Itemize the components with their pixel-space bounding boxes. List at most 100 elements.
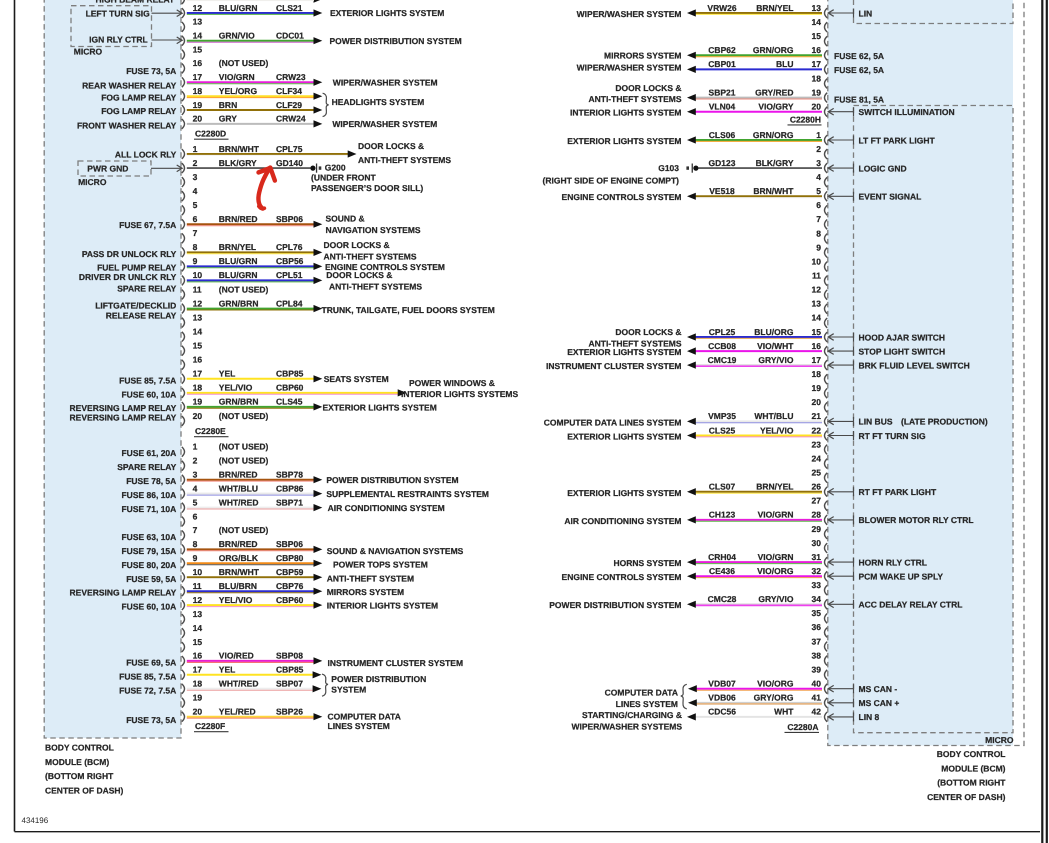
svg-text:27: 27 [812,496,822,506]
svg-text:BRN/WHT: BRN/WHT [219,567,260,577]
svg-text:ANTI-THEFT SYSTEMS: ANTI-THEFT SYSTEMS [588,94,681,104]
svg-text:25: 25 [812,468,822,478]
svg-text:SEATS SYSTEM: SEATS SYSTEM [324,374,389,384]
svg-text:BLU/ORG: BLU/ORG [754,327,794,337]
svg-text:AIR CONDITIONING SYSTEM: AIR CONDITIONING SYSTEM [328,503,445,513]
svg-text:POWER WINDOWS &: POWER WINDOWS & [409,378,495,388]
svg-text:14: 14 [812,17,822,27]
svg-text:FUSE 85, 7.5A: FUSE 85, 7.5A [119,376,176,386]
svg-text:PASSENGER’S DOOR SILL): PASSENGER’S DOOR SILL) [311,183,423,193]
svg-text:2: 2 [193,456,198,466]
svg-text:VE518: VE518 [709,186,735,196]
svg-text:ANTI-THEFT SYSTEMS: ANTI-THEFT SYSTEMS [329,281,422,291]
svg-text:5: 5 [193,497,198,507]
svg-text:INSTRUMENT CLUSTER SYSTEM: INSTRUMENT CLUSTER SYSTEM [546,361,682,371]
svg-text:CBP85: CBP85 [276,369,304,379]
svg-text:BLU: BLU [776,59,793,69]
svg-text:MS CAN -: MS CAN - [859,684,898,694]
svg-text:DRIVER DR UNLCK RLY: DRIVER DR UNLCK RLY [79,272,177,282]
svg-text:30: 30 [812,538,822,548]
svg-text:15: 15 [193,341,203,351]
svg-text:42: 42 [812,707,822,717]
svg-text:7: 7 [193,228,198,238]
svg-text:EXTERIOR LIGHTS SYSTEM: EXTERIOR LIGHTS SYSTEM [567,136,681,146]
svg-text:5: 5 [193,200,198,210]
svg-text:18: 18 [193,679,203,689]
svg-text:13: 13 [812,3,822,13]
svg-text:8: 8 [816,228,821,238]
svg-text:34: 34 [812,594,822,604]
svg-text:FUSE 60, 10A: FUSE 60, 10A [121,602,176,612]
svg-text:REVERSING LAMP RELAY: REVERSING LAMP RELAY [70,413,177,423]
svg-text:DOOR LOCKS &: DOOR LOCKS & [615,327,681,337]
svg-text:CLS07: CLS07 [709,482,736,492]
svg-text:HOOD AJAR SWITCH: HOOD AJAR SWITCH [859,332,946,342]
svg-text:SBP06: SBP06 [276,214,303,224]
svg-text:19: 19 [812,383,822,393]
svg-text:HIGH BEAM RELAY: HIGH BEAM RELAY [95,0,174,5]
svg-text:2: 2 [193,158,198,168]
svg-text:41: 41 [812,693,822,703]
svg-text:15: 15 [193,44,203,54]
svg-text:CBP60: CBP60 [276,383,304,393]
svg-text:BRK FLUID LEVEL SWITCH: BRK FLUID LEVEL SWITCH [859,360,970,370]
svg-text:CDC56: CDC56 [708,707,736,717]
svg-text:19: 19 [812,87,822,97]
svg-text:FUSE 71, 10A: FUSE 71, 10A [121,504,176,514]
svg-text:GD140: GD140 [276,158,303,168]
svg-text:11: 11 [193,581,202,591]
svg-text:G200: G200 [325,163,346,173]
svg-text:DOOR LOCKS &: DOOR LOCKS & [324,240,390,250]
svg-text:CBP86: CBP86 [276,483,304,493]
svg-text:TRUNK, TAILGATE, FUEL DOORS SY: TRUNK, TAILGATE, FUEL DOORS SYSTEM [322,305,495,315]
svg-text:ALL LOCK RLY: ALL LOCK RLY [115,150,177,160]
svg-text:EXTERIOR LIGHTS SYSTEM: EXTERIOR LIGHTS SYSTEM [567,488,681,498]
svg-text:37: 37 [812,636,822,646]
svg-text:ANTI-THEFT SYSTEMS: ANTI-THEFT SYSTEMS [588,338,681,348]
svg-text:G103: G103 [658,163,679,173]
svg-text:FUSE 59, 5A: FUSE 59, 5A [126,574,176,584]
svg-text:CDC01: CDC01 [276,31,304,41]
svg-text:POWER DISTRIBUTION SYSTEM: POWER DISTRIBUTION SYSTEM [549,600,681,610]
svg-text:WIPER/WASHER SYSTEM: WIPER/WASHER SYSTEM [333,78,438,88]
svg-text:18: 18 [812,73,822,83]
svg-text:17: 17 [193,72,203,82]
svg-text:ANTI-THEFT SYSTEM: ANTI-THEFT SYSTEM [327,574,414,584]
svg-text:CLS06: CLS06 [709,130,736,140]
svg-text:14: 14 [193,623,203,633]
svg-text:GRN/BRN: GRN/BRN [219,397,259,407]
svg-text:3: 3 [193,470,198,480]
svg-text:FUSE 73, 5A: FUSE 73, 5A [126,66,176,76]
svg-text:WHT/BLU: WHT/BLU [219,483,258,493]
svg-text:NAVIGATION SYSTEMS: NAVIGATION SYSTEMS [326,225,421,235]
svg-text:FUSE 81, 5A: FUSE 81, 5A [834,95,884,105]
svg-text:GRN/ORG: GRN/ORG [753,130,794,140]
svg-text:22: 22 [812,425,822,435]
svg-text:FUSE 86, 10A: FUSE 86, 10A [121,490,176,500]
svg-text:BRN/YEL: BRN/YEL [756,482,793,492]
svg-text:1: 1 [193,442,198,452]
svg-text:17: 17 [193,665,203,675]
svg-text:SBP21: SBP21 [709,87,736,97]
svg-text:ANTI-THEFT SYSTEMS: ANTI-THEFT SYSTEMS [358,155,451,165]
svg-text:COMPUTER DATA LINES SYSTEM: COMPUTER DATA LINES SYSTEM [544,417,682,427]
svg-text:C2280E: C2280E [195,426,226,436]
svg-text:POWER DISTRIBUTION SYSTEM: POWER DISTRIBUTION SYSTEM [326,475,458,485]
svg-text:VMP35: VMP35 [708,411,736,421]
svg-text:FUSE 60, 10A: FUSE 60, 10A [121,390,176,400]
svg-text:8: 8 [193,242,198,252]
svg-text:GRN/VIO: GRN/VIO [219,31,255,41]
svg-text:11: 11 [812,271,821,281]
svg-text:VIO/WHT: VIO/WHT [757,341,794,351]
svg-text:15: 15 [812,327,822,337]
svg-text:26: 26 [812,482,822,492]
svg-text:BODY CONTROL: BODY CONTROL [937,749,1006,759]
svg-text:12: 12 [812,285,822,295]
svg-text:GRN/ORG: GRN/ORG [753,45,794,55]
svg-text:FUSE 61, 20A: FUSE 61, 20A [121,448,176,458]
svg-text:SBP07: SBP07 [276,679,303,689]
svg-text:(NOT USED): (NOT USED) [219,284,269,294]
svg-text:9: 9 [193,256,198,266]
svg-text:LT FT PARK LIGHT: LT FT PARK LIGHT [859,135,936,145]
svg-text:WIPER/WASHER SYSTEMS: WIPER/WASHER SYSTEMS [571,721,682,731]
